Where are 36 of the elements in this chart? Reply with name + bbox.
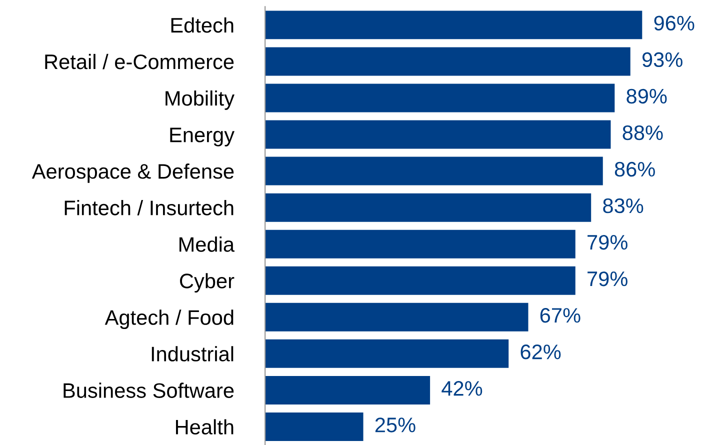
bar xyxy=(265,339,509,368)
bar xyxy=(265,412,364,441)
data-label: 42% xyxy=(442,381,482,396)
bar xyxy=(265,84,615,112)
data-label: 93% xyxy=(642,52,682,68)
y-tick-label: Aerospace & Defense xyxy=(32,164,234,183)
y-tick-label: Edtech xyxy=(171,17,234,33)
bar xyxy=(265,156,603,186)
y-tick-label: Energy xyxy=(170,128,234,146)
y-tick-label: Retail / e-Commerce xyxy=(45,54,234,70)
y-tick-label: Business Software xyxy=(64,382,234,398)
data-label: 89% xyxy=(626,88,667,104)
bar xyxy=(265,47,630,76)
bar xyxy=(265,120,611,149)
y-tick-label: Cyber xyxy=(180,273,234,292)
bar xyxy=(265,302,528,332)
y-tick-label: Industrial xyxy=(152,346,234,362)
bar xyxy=(265,10,642,40)
data-label: 86% xyxy=(614,162,655,177)
data-label: 62% xyxy=(520,344,561,360)
data-label: 79% xyxy=(588,234,628,250)
data-label: 88% xyxy=(622,125,663,140)
y-tick-label: Fintech / Insurtech xyxy=(64,200,234,216)
bar xyxy=(265,376,430,404)
data-label: 25% xyxy=(375,418,416,432)
bar xyxy=(265,266,576,295)
bar xyxy=(265,193,592,222)
y-tick-label: Media xyxy=(179,236,235,252)
y-tick-label: Agtech / Food xyxy=(104,310,234,330)
y-tick-label: Mobility xyxy=(166,90,234,110)
data-label: 83% xyxy=(603,198,644,214)
y-tick-label: Health xyxy=(176,419,234,434)
bar xyxy=(265,230,576,258)
data-label: 79% xyxy=(588,271,628,286)
data-label: 96% xyxy=(654,16,694,31)
data-label: 67% xyxy=(540,308,580,323)
